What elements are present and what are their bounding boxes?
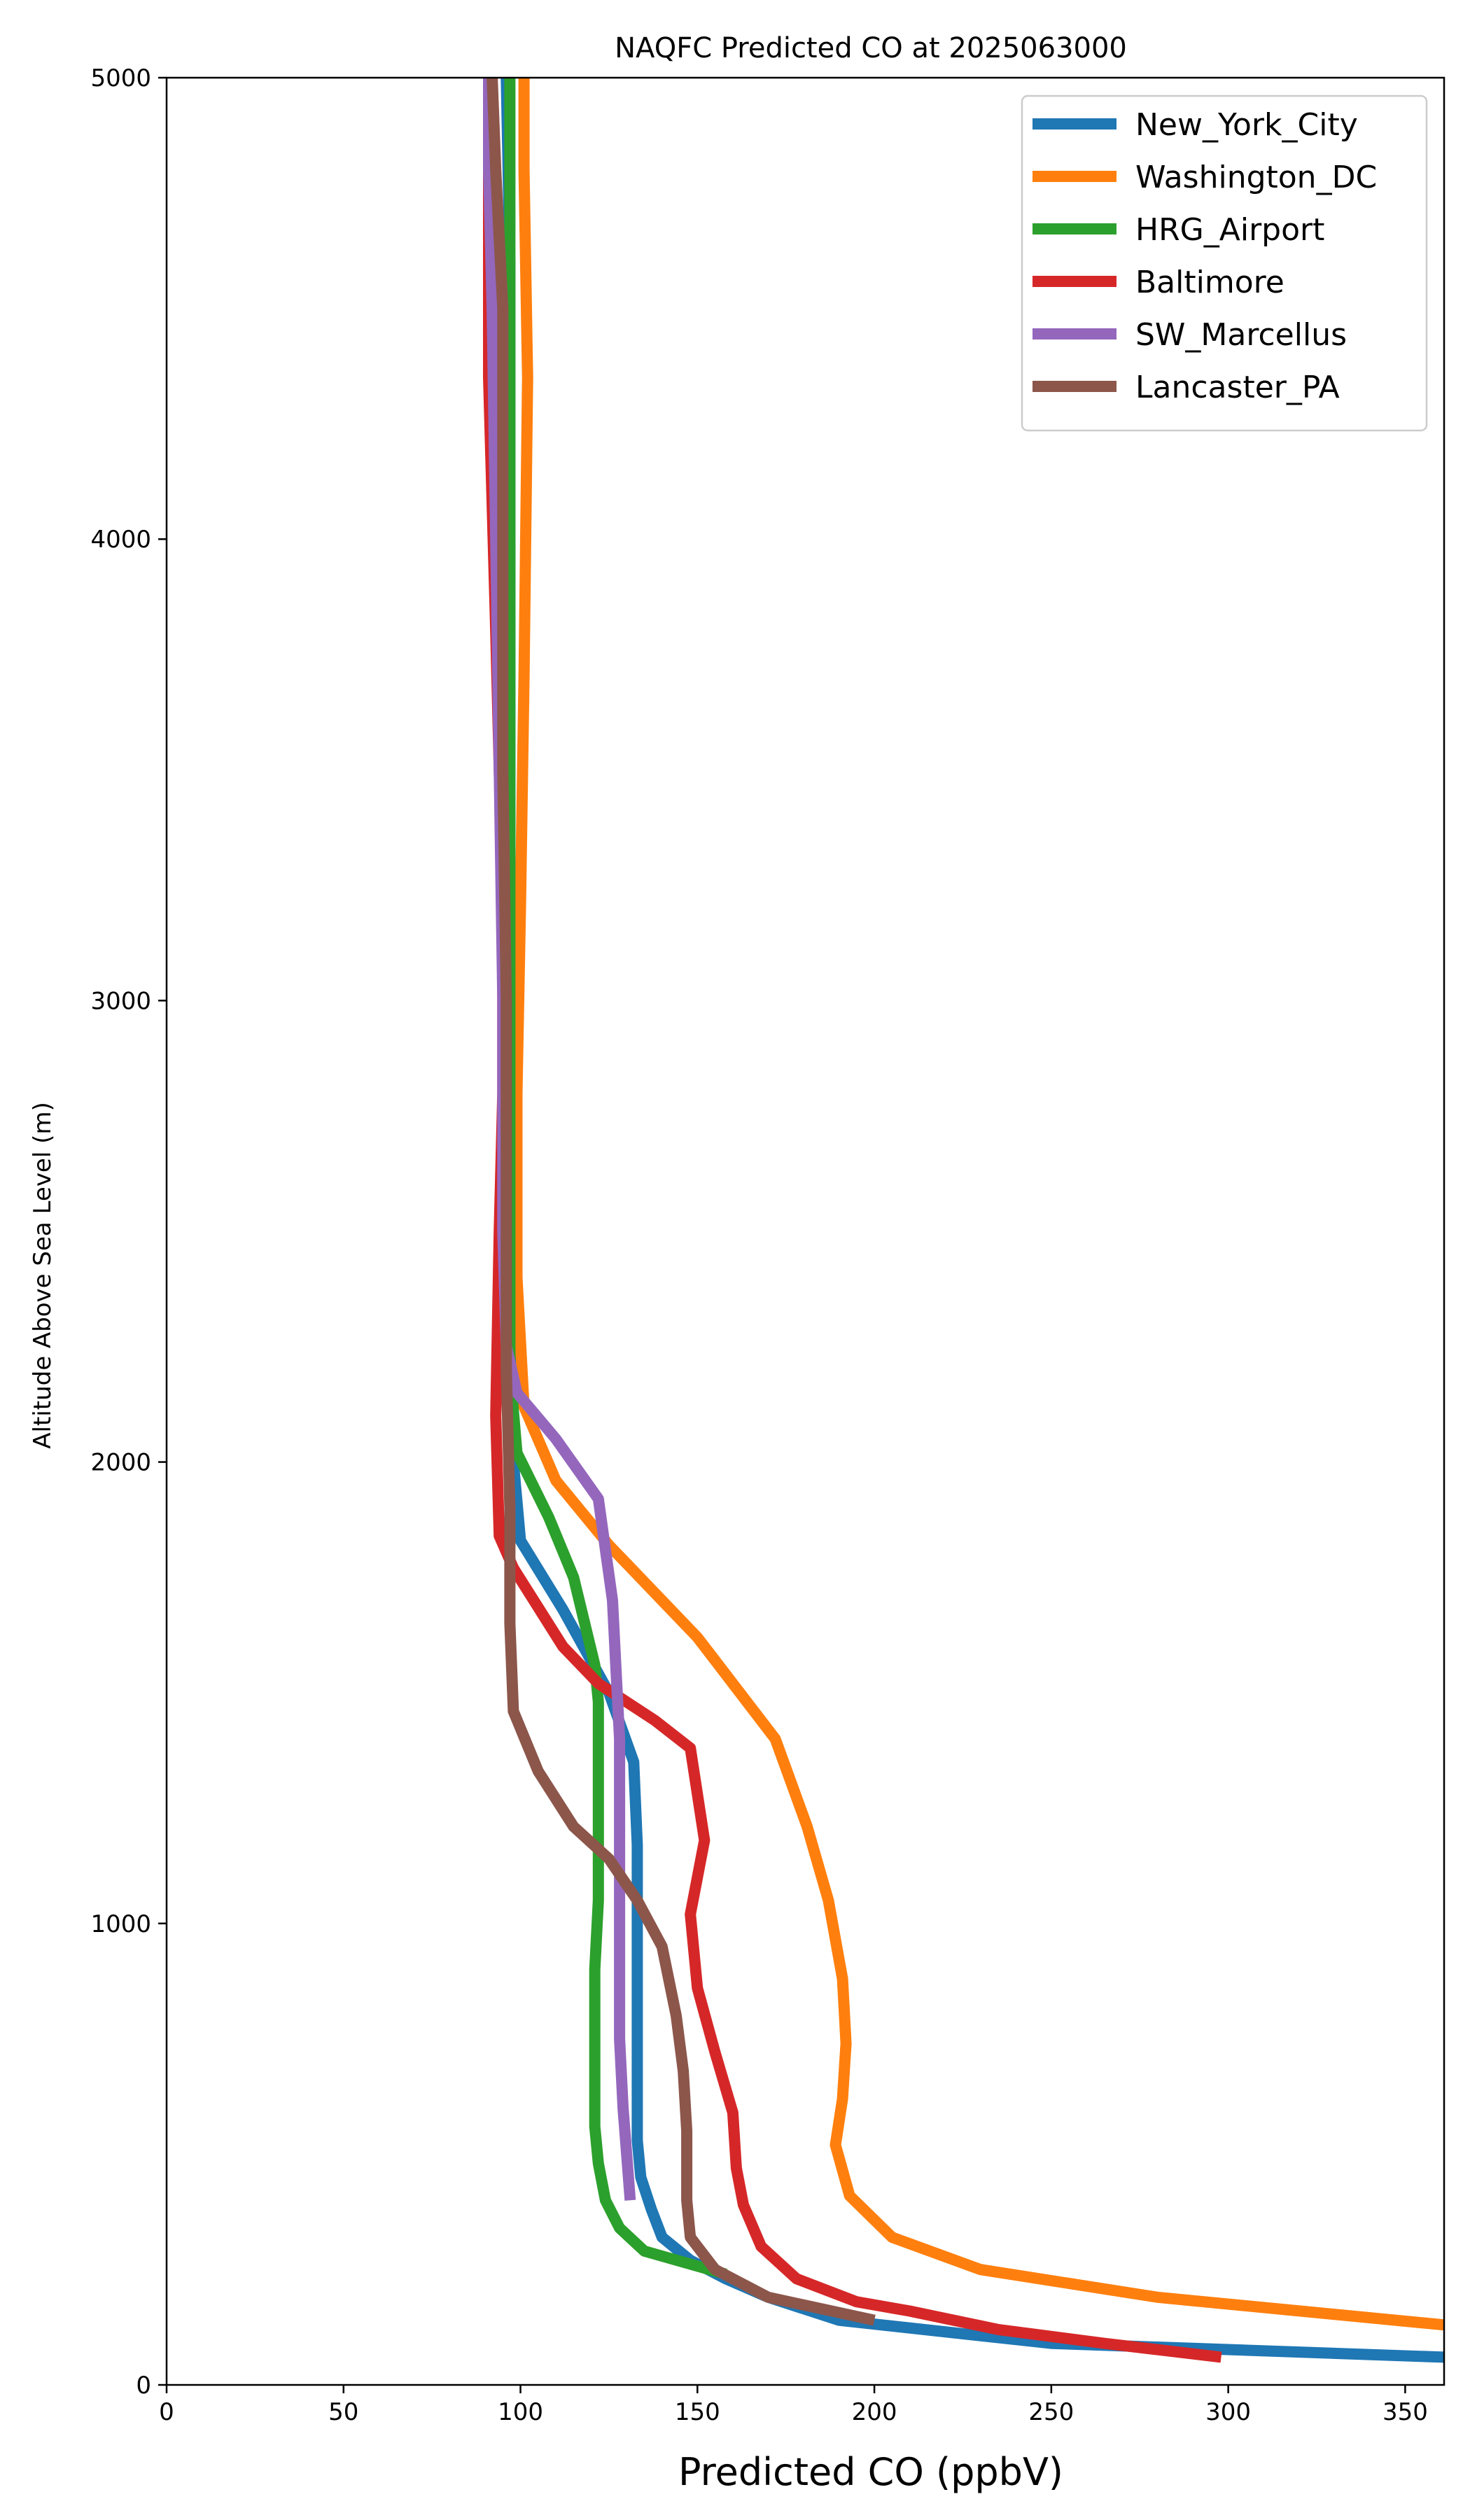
y-tick-label: 2000 [90,1449,151,1477]
x-tick-label: 0 [159,2398,174,2426]
legend-entry: HRG_Airport [1135,212,1324,248]
x-tick-label: 300 [1205,2398,1251,2426]
y-axis-label: Altitude Above Sea Level (m) [29,1102,57,1449]
legend-entry: Baltimore [1135,265,1284,300]
series-line-lancaster-pa [486,78,876,2326]
x-tick-label: 350 [1382,2398,1428,2426]
series-layer [483,78,1444,2363]
axes-layer: 0 50 100 150 200 250 300 350 0 1000 2000 3000 4000 50… [90,64,1446,2426]
y-tick-label: 4000 [90,526,151,554]
y-tick-label: 1000 [90,1910,151,1938]
x-tick-label: 200 [852,2398,897,2426]
x-tick-label: 50 [328,2398,358,2426]
plot-frame [165,76,1446,2386]
y-tick-label: 0 [136,2372,151,2400]
x-axis-label: Predicted CO (ppbV) [678,2450,1063,2494]
x-tick-label: 100 [498,2398,543,2426]
legend-entry: Washington_DC [1135,160,1377,195]
series-line-sw-marcellus [483,78,636,2201]
legend-entry: Lancaster_PA [1135,370,1340,405]
y-tick-label: 3000 [90,987,151,1015]
chart-title: NAQFC Predicted CO at 2025063000 [615,32,1127,64]
y-tick-label: 5000 [90,64,151,92]
legend-box [1021,94,1428,432]
legend-entry: SW_Marcellus [1135,317,1347,353]
legend: New_York_City Washington_DC HRG_Airport Bal… [1021,94,1428,432]
legend-entry: New_York_City [1135,107,1358,143]
x-tick-label: 150 [675,2398,720,2426]
x-tick-label: 250 [1028,2398,1074,2426]
series-line-washington-dc [511,78,1444,2331]
